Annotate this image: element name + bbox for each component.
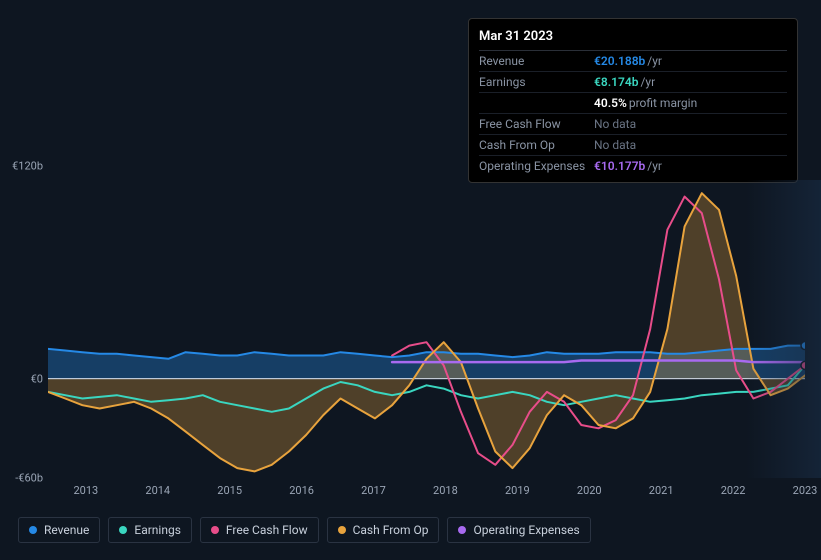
y-tick-label: -€60b xyxy=(15,472,43,485)
x-tick-label: 2013 xyxy=(73,484,98,497)
tooltip-label: Free Cash Flow xyxy=(479,117,594,131)
tooltip-row: Earnings€8.174b /yr xyxy=(479,72,787,93)
tooltip-value: €8.174b xyxy=(594,75,638,89)
x-tick-label: 2020 xyxy=(577,484,602,497)
tooltip-panel: Mar 31 2023Revenue€20.188b /yrEarnings€8… xyxy=(468,18,798,183)
x-tick-label: 2019 xyxy=(505,484,530,497)
tooltip-suffix: /yr xyxy=(647,54,662,68)
tooltip-label: Earnings xyxy=(479,75,594,89)
x-tick-label: 2015 xyxy=(217,484,242,497)
tooltip-value: No data xyxy=(594,117,636,131)
x-tick-label: 2018 xyxy=(433,484,458,497)
tooltip-row: 40.5% profit margin xyxy=(479,93,787,114)
legend-label: Cash From Op xyxy=(353,523,429,537)
legend-dot-icon xyxy=(29,526,37,534)
x-tick-label: 2016 xyxy=(289,484,314,497)
y-tick-label: €0 xyxy=(31,373,43,386)
legend-item[interactable]: Cash From Op xyxy=(327,517,440,543)
tooltip-suffix: profit margin xyxy=(629,96,697,110)
right-fade xyxy=(746,180,821,478)
tooltip-value: No data xyxy=(594,138,636,152)
tooltip-row: Cash From OpNo data xyxy=(479,135,787,156)
tooltip-label: Revenue xyxy=(479,54,594,68)
x-tick-label: 2014 xyxy=(145,484,170,497)
x-tick-label: 2017 xyxy=(361,484,386,497)
tooltip-value: €10.177b xyxy=(594,159,645,173)
legend-item[interactable]: Operating Expenses xyxy=(447,517,590,543)
tooltip-label xyxy=(479,96,594,110)
legend-label: Operating Expenses xyxy=(473,523,579,537)
legend-label: Earnings xyxy=(134,523,181,537)
x-axis-labels: 2013 2014 2015 2016 2017 2018 2019 2020 2021 2022… xyxy=(48,484,805,500)
tooltip-title: Mar 31 2023 xyxy=(479,25,787,51)
y-tick-label: €120b xyxy=(12,160,43,173)
tooltip-value: 40.5% xyxy=(594,96,627,110)
tooltip-row: Revenue€20.188b /yr xyxy=(479,51,787,72)
chart-svg xyxy=(48,180,805,478)
tooltip-row: Operating Expenses€10.177b /yr xyxy=(479,156,787,176)
chart-legend: Revenue Earnings Free Cash Flow Cash From O… xyxy=(18,517,591,543)
tooltip-label: Cash From Op xyxy=(479,138,594,152)
tooltip-suffix: /yr xyxy=(647,159,662,173)
legend-dot-icon xyxy=(119,526,127,534)
tooltip-value: €20.188b xyxy=(594,54,645,68)
legend-dot-icon xyxy=(458,526,466,534)
tooltip-suffix: /yr xyxy=(640,75,655,89)
legend-dot-icon xyxy=(338,526,346,534)
x-tick-label: 2022 xyxy=(721,484,746,497)
legend-item[interactable]: Earnings xyxy=(108,517,192,543)
chart-plot-area: €120b €0 -€60b xyxy=(48,180,805,478)
tooltip-label: Operating Expenses xyxy=(479,159,594,173)
legend-item[interactable]: Free Cash Flow xyxy=(200,517,319,543)
x-tick-label: 2021 xyxy=(649,484,674,497)
tooltip-row: Free Cash FlowNo data xyxy=(479,114,787,135)
legend-label: Free Cash Flow xyxy=(226,523,308,537)
legend-item[interactable]: Revenue xyxy=(18,517,100,543)
legend-label: Revenue xyxy=(44,523,89,537)
legend-dot-icon xyxy=(211,526,219,534)
x-tick-label: 2023 xyxy=(793,484,818,497)
